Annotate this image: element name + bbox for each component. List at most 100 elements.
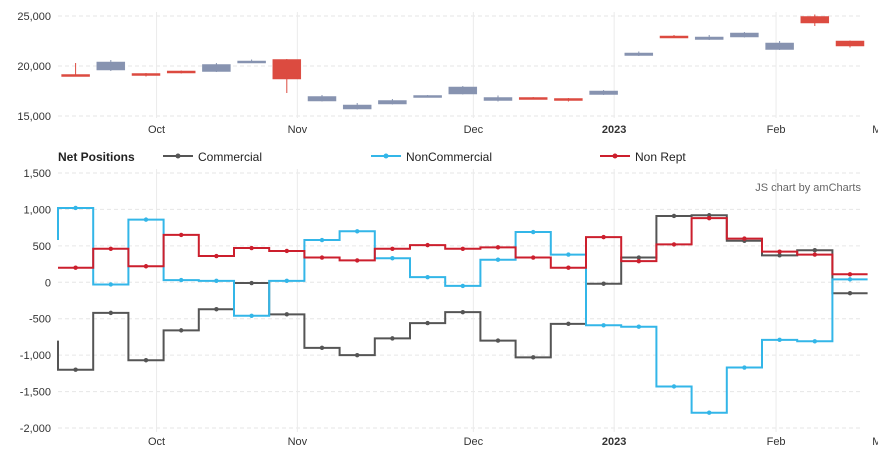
candle: [342, 103, 372, 110]
series-point: [601, 323, 606, 328]
legend-items: Commercial NonCommercial Non Rept: [163, 150, 686, 164]
series-point: [390, 256, 395, 261]
candle: [624, 51, 654, 56]
series-point: [284, 278, 289, 284]
legend-label: NonCommercial: [406, 150, 492, 164]
series-point: [214, 278, 219, 284]
candle-body: [554, 98, 583, 101]
series-point: [214, 307, 219, 312]
series-point: [143, 264, 149, 269]
positions-y-tick-label: 1,500: [23, 168, 51, 180]
candle: [202, 63, 231, 72]
price-panel: 15,000 20,000 25,000 Oct Nov Dec 2023 Feb Mar: [17, 11, 878, 136]
series-point: [566, 321, 571, 327]
candle-body: [800, 16, 830, 24]
legend-item-noncommercial: NonCommercial: [371, 150, 492, 164]
positions-x-tick-label: Oct: [148, 436, 165, 448]
candle-body: [413, 95, 442, 98]
series-point: [319, 237, 325, 243]
series-point: [460, 309, 465, 315]
positions-x-tick-label: Mar: [872, 436, 878, 448]
positions-x-tick-label: Feb: [767, 436, 786, 448]
series-point: [108, 246, 114, 251]
positions-y-tick-label: 500: [33, 241, 51, 253]
series-point: [742, 236, 747, 241]
positions-panel: -2,000 -1,500 -1,000 -500 0 500 1,000 1,500 Oct…: [20, 168, 878, 448]
series-point: [319, 345, 325, 351]
candle-body: [448, 86, 478, 95]
series-point: [425, 320, 430, 326]
series-noncommercial: [57, 205, 868, 415]
series-point: [355, 352, 360, 358]
series-point: [284, 312, 289, 317]
series-point: [707, 215, 712, 221]
candle: [61, 63, 90, 77]
candle: [483, 95, 513, 102]
candle: [835, 40, 865, 48]
candle-body: [730, 32, 759, 38]
series-point: [249, 313, 254, 318]
candle-body: [765, 42, 794, 50]
candle: [413, 95, 442, 98]
series-point: [73, 367, 78, 372]
series-point: [495, 257, 501, 262]
candle: [96, 60, 126, 71]
series-point: [249, 245, 254, 251]
candle: [237, 59, 266, 64]
candle: [659, 35, 689, 39]
series-point: [812, 252, 817, 257]
candle-body: [342, 104, 372, 110]
series-point: [812, 339, 817, 344]
candle-body: [96, 61, 126, 71]
series-point: [847, 277, 853, 282]
candle-body: [237, 60, 266, 64]
candle: [694, 35, 724, 40]
series-point: [73, 205, 78, 211]
price-candles: [61, 14, 865, 110]
legend-swatch-marker: [383, 153, 389, 159]
candle-body: [131, 73, 161, 76]
positions-series: [57, 205, 868, 415]
series-point: [179, 232, 184, 238]
positions-y-tick-label: 0: [45, 277, 51, 289]
positions-y-tick-label: -2,000: [20, 423, 51, 435]
series-point: [284, 248, 289, 254]
candle: [589, 90, 618, 95]
legend-item-commercial: Commercial: [163, 150, 262, 164]
series-point: [425, 242, 430, 248]
positions-x-tick-label: 2023: [602, 436, 626, 448]
legend-label: Non Rept: [635, 150, 686, 164]
candle: [307, 95, 337, 102]
candle-body: [307, 96, 337, 102]
series-point: [425, 274, 430, 280]
amcharts-credit[interactable]: JS chart by amCharts: [755, 182, 861, 194]
series-point: [742, 365, 747, 370]
series-point: [777, 249, 782, 254]
legend-swatch-marker: [175, 153, 181, 159]
candle-body: [694, 36, 724, 40]
price-x-axis: Oct Nov Dec 2023 Feb Mar: [148, 124, 878, 136]
candle-body: [518, 97, 548, 100]
series-point: [531, 355, 536, 360]
series-point: [108, 310, 114, 316]
legend: Net Positions Commercial NonCommercial Non…: [58, 150, 686, 164]
series-point: [214, 253, 219, 259]
price-y-tick-label: 25,000: [17, 11, 51, 23]
price-x-tick-label: Nov: [288, 124, 308, 136]
candle: [765, 41, 794, 50]
candle-body: [624, 52, 654, 56]
series-point: [531, 255, 536, 260]
price-x-tick-label: Dec: [464, 124, 484, 136]
legend-swatch-marker: [612, 153, 618, 159]
series-point: [777, 253, 782, 258]
series-point: [355, 258, 360, 263]
series-point: [249, 280, 254, 286]
candle-body: [202, 64, 231, 72]
positions-x-tick-label: Nov: [288, 436, 308, 448]
series-point: [390, 246, 395, 251]
series-point: [636, 258, 641, 264]
legend-item-non-rept: Non Rept: [600, 150, 686, 164]
candle-body: [835, 40, 865, 47]
candle: [166, 70, 196, 74]
